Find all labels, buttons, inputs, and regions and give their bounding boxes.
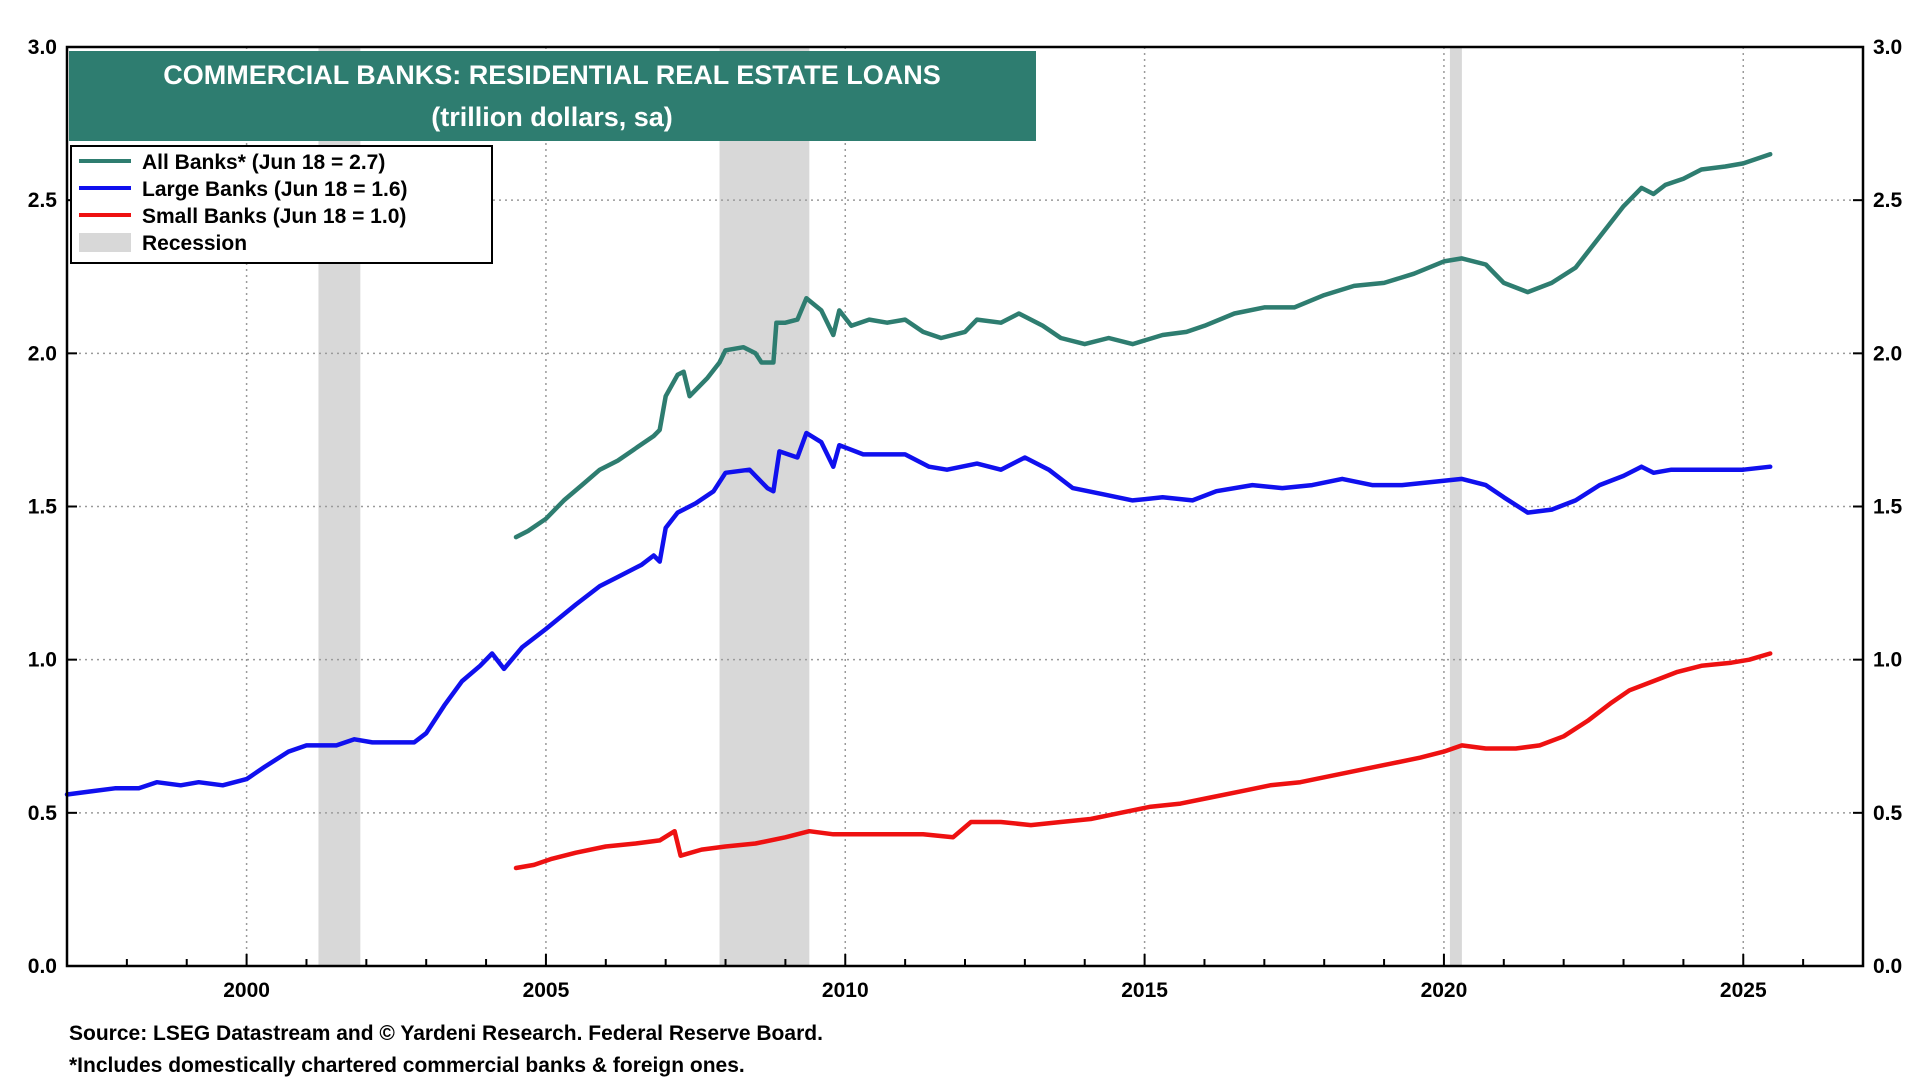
legend-box	[70, 145, 493, 264]
y-tick-label-right: 2.0	[1873, 342, 1902, 365]
legend-label-small-banks: Small Banks (Jun 18 = 1.0)	[142, 205, 406, 228]
x-tick-label: 2000	[223, 979, 270, 1002]
y-tick-label-left: 1.0	[28, 649, 57, 672]
y-tick-label-left: 0.0	[28, 955, 57, 978]
y-tick-label-left: 2.5	[28, 189, 58, 212]
y-tick-label-left: 2.0	[28, 342, 57, 365]
recession-band-2	[1449, 47, 1462, 966]
x-axis-labels: 2000 2005 2010 2015 2020 2025	[223, 979, 1767, 1002]
y-tick-label-left: 0.5	[28, 802, 58, 825]
series-line-all-banks	[513, 151, 1773, 540]
footnote: *Includes domestically chartered commerc…	[69, 1054, 745, 1077]
y-axis-left-labels: 0.0 0.5 1.0 1.5 2.0 2.5 3.0	[28, 36, 58, 978]
series-line-large-banks	[64, 430, 1773, 797]
legend: All Banks* (Jun 18 = 2.7) Large Banks (J…	[70, 145, 493, 264]
y-tick-label-right: 1.0	[1873, 649, 1902, 672]
title-box: COMMERCIAL BANKS: RESIDENTIAL REAL ESTAT…	[69, 51, 1036, 141]
y-tick-label-right: 0.0	[1873, 955, 1902, 978]
series-lines	[64, 151, 1773, 871]
y-tick-label-right: 3.0	[1873, 36, 1902, 59]
y-tick-label-left: 1.5	[28, 496, 58, 519]
axis-ticks	[66, 46, 1864, 967]
legend-label-all-banks: All Banks* (Jun 18 = 2.7)	[142, 151, 385, 174]
x-tick-label: 2015	[1121, 979, 1168, 1002]
y-tick-label-right: 2.5	[1873, 189, 1903, 212]
legend-label-large-banks: Large Banks (Jun 18 = 1.6)	[142, 178, 408, 201]
chart-title: COMMERCIAL BANKS: RESIDENTIAL REAL ESTAT…	[163, 60, 941, 90]
legend-swatch-recession	[79, 233, 131, 252]
x-tick-label: 2005	[523, 979, 570, 1002]
x-tick-label: 2010	[822, 979, 869, 1002]
x-tick-label: 2020	[1421, 979, 1468, 1002]
y-tick-label-left: 3.0	[28, 36, 57, 59]
x-tick-label: 2025	[1720, 979, 1767, 1002]
y-tick-label-right: 1.5	[1873, 496, 1903, 519]
y-axis-right-labels: 0.0 0.5 1.0 1.5 2.0 2.5 3.0	[1873, 36, 1903, 978]
y-tick-label-right: 0.5	[1873, 802, 1903, 825]
source-note: Source: LSEG Datastream and © Yardeni Re…	[69, 1022, 823, 1045]
title-background	[69, 51, 1036, 141]
legend-label-recession: Recession	[142, 232, 247, 255]
series-line-small-banks	[513, 651, 1773, 871]
chart-subtitle: (trillion dollars, sa)	[431, 102, 673, 132]
